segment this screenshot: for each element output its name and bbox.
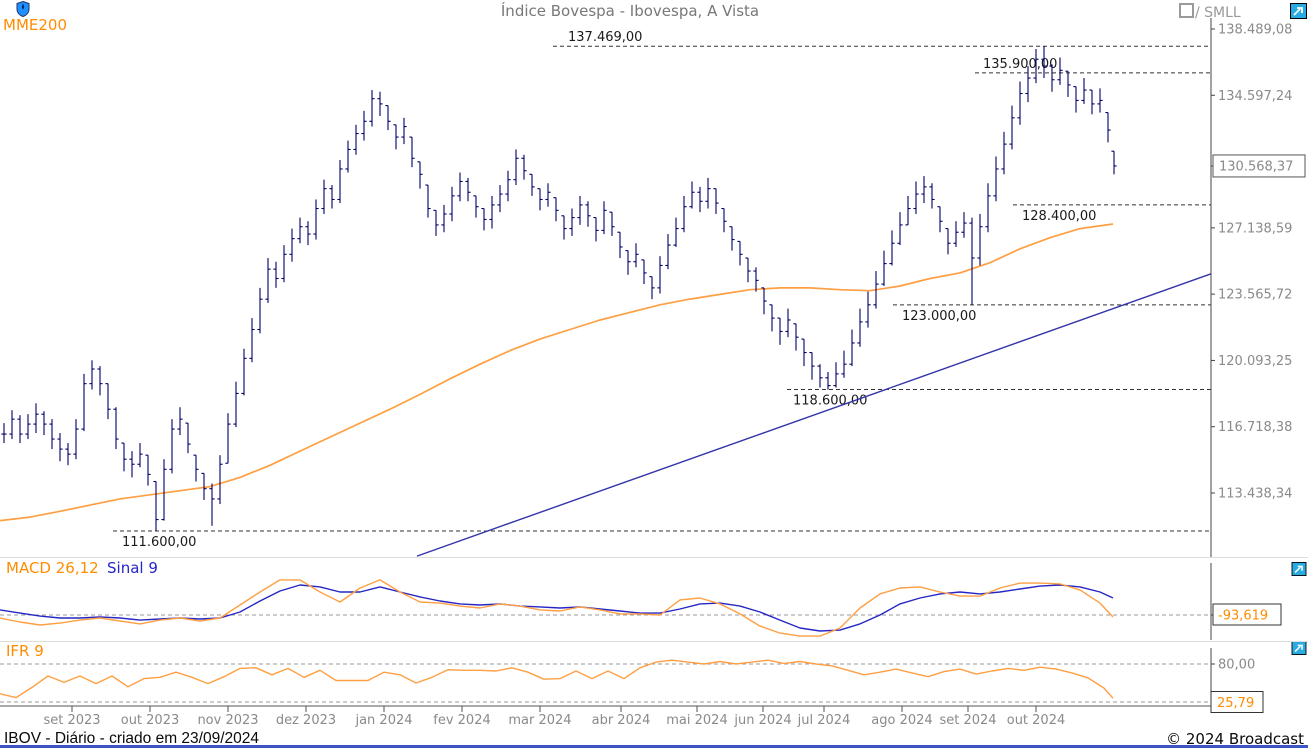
ifr-value-box [1210,691,1264,713]
compare-checkbox-icon[interactable] [1179,3,1194,18]
price-tick-label: 116.718,38 [1218,420,1292,435]
month-tick-label: out 2023 [121,713,180,728]
price-level-label: 135.900,00 [983,57,1057,72]
price-tick-label: 134.597,24 [1218,89,1292,104]
month-tick-label: jan 2024 [354,713,412,728]
last-price-box [1212,154,1306,178]
price-tick-label: 127.138,59 [1218,221,1292,236]
chart-title: Índice Bovespa - Ibovespa, A Vista [500,2,760,20]
month-tick-label: ago 2024 [871,713,932,728]
sinal-legend-label: Sinal 9 [107,559,158,577]
macd-legend-label: MACD 26,12 [6,559,99,577]
month-tick-label: mar 2024 [508,713,571,728]
macd-line [0,579,1114,637]
month-tick-label: mai 2024 [666,713,727,728]
price-tick-label: 138.489,08 [1218,23,1292,38]
month-tick-label: fev 2024 [433,713,490,728]
macd-value-label: -93,619 [1218,609,1268,624]
month-tick-label: dez 2023 [276,713,336,728]
price-tick-label: 123.565,72 [1218,288,1292,303]
month-tick-label: out 2024 [1007,713,1066,728]
mme200-line [0,223,1114,522]
ohlc-bars [1,46,1117,531]
copyright-notice: © 2024 Broadcast [1166,730,1304,748]
month-tick-label: set 2024 [939,713,996,728]
ifr-band-label: 80,00 [1218,658,1255,673]
popout-main-chart-icon[interactable] [1290,3,1307,19]
ascending-trendline[interactable] [416,273,1212,557]
month-tick-label: abr 2024 [592,713,651,728]
price-tick-label: 120.093,25 [1218,354,1292,369]
sinal-line [0,584,1114,632]
price-level-label: 118.600,00 [793,394,867,409]
month-tick-label: nov 2023 [197,713,258,728]
price-level-label: 111.600,00 [122,535,196,550]
macd-value-box [1212,603,1282,626]
bottom-accent-bar [0,745,1308,748]
month-tick-label: jun 2024 [733,713,791,728]
price-level-label: 137.469,00 [568,30,642,45]
ifr-line [0,659,1114,699]
chart-status-line: IBOV - Diário - criado em 23/09/2024 [4,730,260,747]
price-level-label: 123.000,00 [902,309,976,324]
mme200-legend-label: MME200 [3,16,67,34]
compare-label: / SMLL [1195,5,1241,21]
ifr-value-label: 25,79 [1217,696,1254,711]
price-level-label: 128.400,00 [1022,209,1096,224]
ifr-legend-label: IFR 9 [6,642,44,660]
price-tick-label: 113.438,34 [1218,487,1292,502]
last-price-label: 130.568,37 [1219,159,1293,174]
month-tick-label: set 2023 [43,713,100,728]
month-tick-label: jul 2024 [797,713,851,728]
compare-symbol-control[interactable]: / SMLL [1179,3,1241,21]
broadcast-shield-icon [16,0,30,21]
popout-macd-panel-icon[interactable] [1291,561,1308,577]
